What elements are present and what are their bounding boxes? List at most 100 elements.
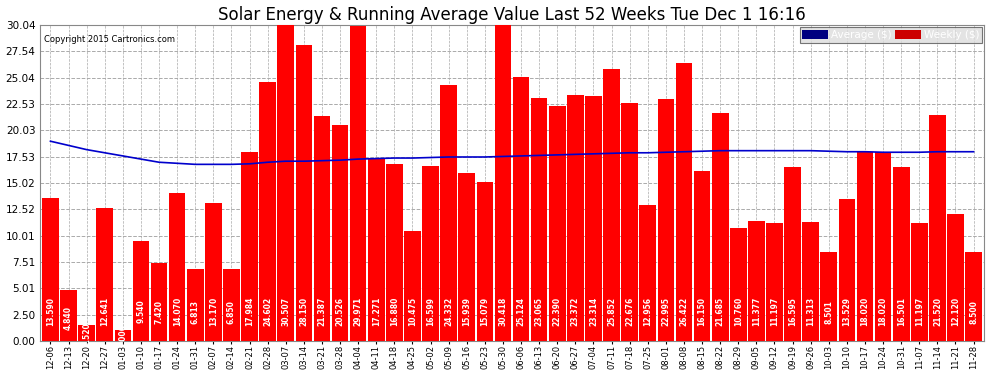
Text: 11.313: 11.313 [806,297,815,326]
Text: 9.540: 9.540 [137,300,146,324]
Text: 12.956: 12.956 [644,297,652,326]
Text: 11.197: 11.197 [915,297,924,326]
Text: 22.995: 22.995 [661,297,670,326]
Bar [893,168,910,341]
Bar [712,113,729,341]
Bar [259,82,276,341]
Text: 25.852: 25.852 [607,297,616,326]
Bar [150,263,167,341]
Text: 12.641: 12.641 [100,297,109,326]
Bar [96,208,113,341]
Bar [839,199,855,341]
Text: 22.676: 22.676 [625,297,635,326]
Text: 25.124: 25.124 [517,297,526,326]
Bar [332,125,348,341]
Bar [296,45,312,341]
Text: 6.850: 6.850 [227,300,236,324]
Text: 14.070: 14.070 [172,297,181,326]
Text: 17.984: 17.984 [246,297,254,326]
Text: 1.520: 1.520 [82,322,91,346]
Text: 18.020: 18.020 [878,297,888,326]
Text: 10.475: 10.475 [408,297,417,326]
Text: 23.065: 23.065 [535,297,544,326]
Bar [78,325,95,341]
Bar [531,99,547,341]
Bar [603,69,620,341]
Bar [115,330,132,341]
Legend: Average ($), Weekly ($): Average ($), Weekly ($) [800,27,982,43]
Bar [548,106,565,341]
Text: 8.500: 8.500 [969,300,978,324]
Text: 16.599: 16.599 [426,297,435,326]
Text: 24.332: 24.332 [445,297,453,326]
Text: 13.529: 13.529 [842,297,851,326]
Text: 13.170: 13.170 [209,297,218,326]
Bar [223,269,240,341]
Bar [441,85,457,341]
Bar [640,205,656,341]
Bar [585,96,602,341]
Bar [965,252,982,341]
Bar [513,77,530,341]
Text: 23.372: 23.372 [571,297,580,326]
Text: 11.377: 11.377 [751,297,761,326]
Text: 23.314: 23.314 [589,297,598,326]
Text: 18.020: 18.020 [860,297,869,326]
Bar [622,102,638,341]
Bar [242,152,257,341]
Bar [875,152,891,341]
Bar [802,222,819,341]
Text: 21.520: 21.520 [933,297,941,326]
Bar [458,173,475,341]
Text: 13.590: 13.590 [46,297,55,326]
Text: 8.501: 8.501 [825,300,834,324]
Bar [675,63,692,341]
Bar [821,252,838,341]
Bar [730,228,746,341]
Bar [205,202,222,341]
Bar [43,198,58,341]
Bar [133,241,149,341]
Text: 17.271: 17.271 [372,297,381,326]
Bar [349,26,366,341]
Text: 30.418: 30.418 [499,297,508,326]
Text: 22.390: 22.390 [552,297,561,326]
Text: 16.880: 16.880 [390,297,399,326]
Text: 11.197: 11.197 [770,297,779,326]
Bar [567,95,584,341]
Bar [423,166,439,341]
Text: 16.501: 16.501 [897,297,906,326]
Text: Copyright 2015 Cartronics.com: Copyright 2015 Cartronics.com [45,34,175,44]
Text: 16.150: 16.150 [698,297,707,326]
Bar [784,166,801,341]
Bar [314,116,331,341]
Text: 29.971: 29.971 [353,297,362,326]
Bar [929,115,945,341]
Text: 26.422: 26.422 [679,297,688,326]
Text: 24.602: 24.602 [263,297,272,326]
Bar [495,21,511,341]
Bar [277,20,294,341]
Bar [368,159,384,341]
Text: 4.840: 4.840 [64,306,73,330]
Bar [694,171,711,341]
Title: Solar Energy & Running Average Value Last 52 Weeks Tue Dec 1 16:16: Solar Energy & Running Average Value Las… [218,6,806,24]
Text: 21.387: 21.387 [318,297,327,326]
Bar [386,164,403,341]
Bar [657,99,674,341]
Text: 21.685: 21.685 [716,297,725,326]
Bar [476,183,493,341]
Text: 30.507: 30.507 [281,297,290,326]
Text: 12.120: 12.120 [951,297,960,326]
Bar [947,214,964,341]
Text: 1.006: 1.006 [119,324,128,348]
Bar [766,223,783,341]
Bar [748,221,764,341]
Text: 7.420: 7.420 [154,300,163,324]
Bar [911,223,928,341]
Text: 15.079: 15.079 [480,297,489,326]
Bar [856,152,873,341]
Text: 15.939: 15.939 [462,297,471,326]
Bar [404,231,421,341]
Bar [169,193,185,341]
